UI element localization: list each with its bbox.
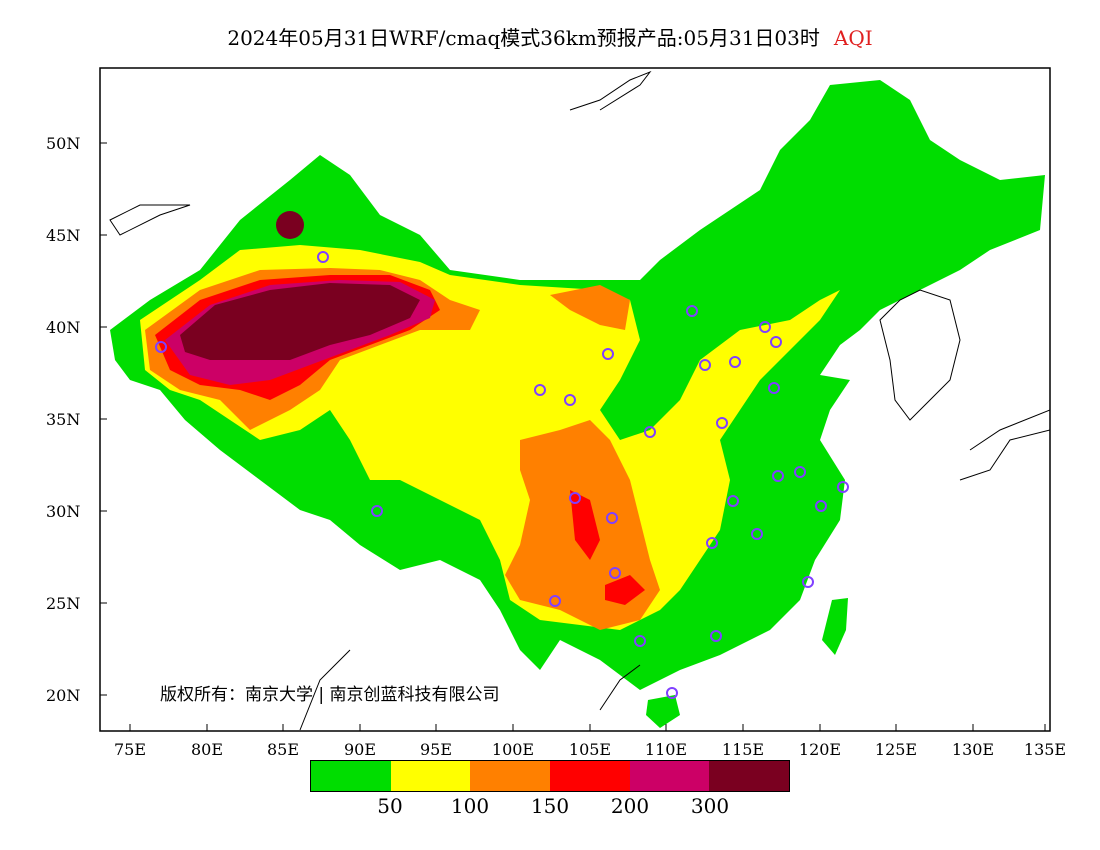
station-marker-icon: [716, 417, 728, 429]
x-tick-label: 95E: [419, 740, 453, 759]
map-frame: [99, 67, 1051, 732]
colorbar-label: 150: [530, 794, 570, 818]
station-markers: [155, 251, 849, 699]
region-red-south2: [605, 575, 645, 605]
station-marker-icon: [710, 630, 722, 642]
x-tick-label: 110E: [644, 740, 688, 759]
station-marker-icon: [569, 492, 581, 504]
y-tick-label: 35N: [46, 410, 81, 429]
x-tick-label: 130E: [951, 740, 995, 759]
colorbar-swatch: [390, 761, 471, 791]
x-tick-label: 80E: [190, 740, 224, 759]
x-tick-label: 120E: [798, 740, 842, 759]
colorbar-swatch: [311, 761, 391, 791]
map-title: 2024年05月31日WRF/cmaq模式36km预报产品:05月31日03时 A…: [0, 22, 1100, 51]
x-tick-label: 115E: [721, 740, 765, 759]
station-marker-icon: [634, 635, 646, 647]
x-tick-label: 90E: [343, 740, 377, 759]
coastline-caspian: [109, 204, 191, 236]
station-marker-icon: [644, 426, 656, 438]
station-marker-icon: [729, 356, 741, 368]
station-marker-icon: [772, 470, 784, 482]
y-tick-label: 25N: [46, 594, 81, 613]
station-marker-icon: [699, 359, 711, 371]
copyright-text: 版权所有：南京大学 | 南京创蓝科技有限公司: [160, 685, 500, 705]
colorbar-swatch: [470, 761, 551, 791]
x-tick-label: 105E: [568, 740, 612, 759]
colorbar-swatch: [550, 761, 630, 791]
taiwan: [822, 598, 848, 655]
station-marker-icon: [564, 394, 576, 406]
station-marker-icon: [751, 528, 763, 540]
station-marker-icon: [317, 251, 329, 263]
coastline-japan: [959, 409, 1050, 481]
title-variable: AQI: [833, 26, 873, 50]
station-marker-icon: [727, 495, 739, 507]
x-tick-label: 135E: [1023, 740, 1067, 759]
x-tick-label: 100E: [491, 740, 535, 759]
station-marker-icon: [686, 305, 698, 317]
colorbar-swatch: [709, 761, 790, 791]
station-marker-icon: [666, 687, 678, 699]
colorbar-label: 200: [610, 794, 650, 818]
coastline-korea: [879, 289, 961, 421]
region-maroon: [180, 283, 420, 360]
region-maroon-spot: [276, 211, 304, 239]
x-tick-label: 75E: [113, 740, 147, 759]
aqi-colorbar: [310, 760, 790, 792]
station-marker-icon: [606, 512, 618, 524]
hainan: [646, 695, 680, 728]
colorbar-label: 300: [690, 794, 730, 818]
station-marker-icon: [602, 348, 614, 360]
station-marker-icon: [837, 481, 849, 493]
station-marker-icon: [706, 537, 718, 549]
y-tick-label: 20N: [46, 686, 81, 705]
y-tick-label: 40N: [46, 318, 81, 337]
station-marker-icon: [770, 336, 782, 348]
x-tick-label: 125E: [874, 740, 918, 759]
x-tick-label: 85E: [266, 740, 300, 759]
station-marker-icon: [768, 382, 780, 394]
y-tick-label: 45N: [46, 226, 81, 245]
colorbar-label: 100: [450, 794, 490, 818]
station-marker-icon: [609, 567, 621, 579]
region-orange-north: [550, 285, 630, 330]
station-marker-icon: [794, 466, 806, 478]
colorbar-label: 50: [377, 794, 403, 818]
coastline-sea: [299, 649, 641, 731]
station-marker-icon: [371, 505, 383, 517]
coastline-sakhalin: [569, 70, 652, 111]
title-text: 2024年05月31日WRF/cmaq模式36km预报产品:05月31日03时: [227, 26, 820, 50]
station-marker-icon: [534, 384, 546, 396]
station-marker-icon: [802, 576, 814, 588]
region-red-south: [570, 490, 600, 560]
station-marker-icon: [155, 341, 167, 353]
y-tick-label: 30N: [46, 502, 81, 521]
colorbar-swatch: [629, 761, 710, 791]
y-tick-label: 50N: [46, 134, 81, 153]
station-marker-icon: [759, 321, 771, 333]
station-marker-icon: [549, 595, 561, 607]
station-marker-icon: [815, 500, 827, 512]
